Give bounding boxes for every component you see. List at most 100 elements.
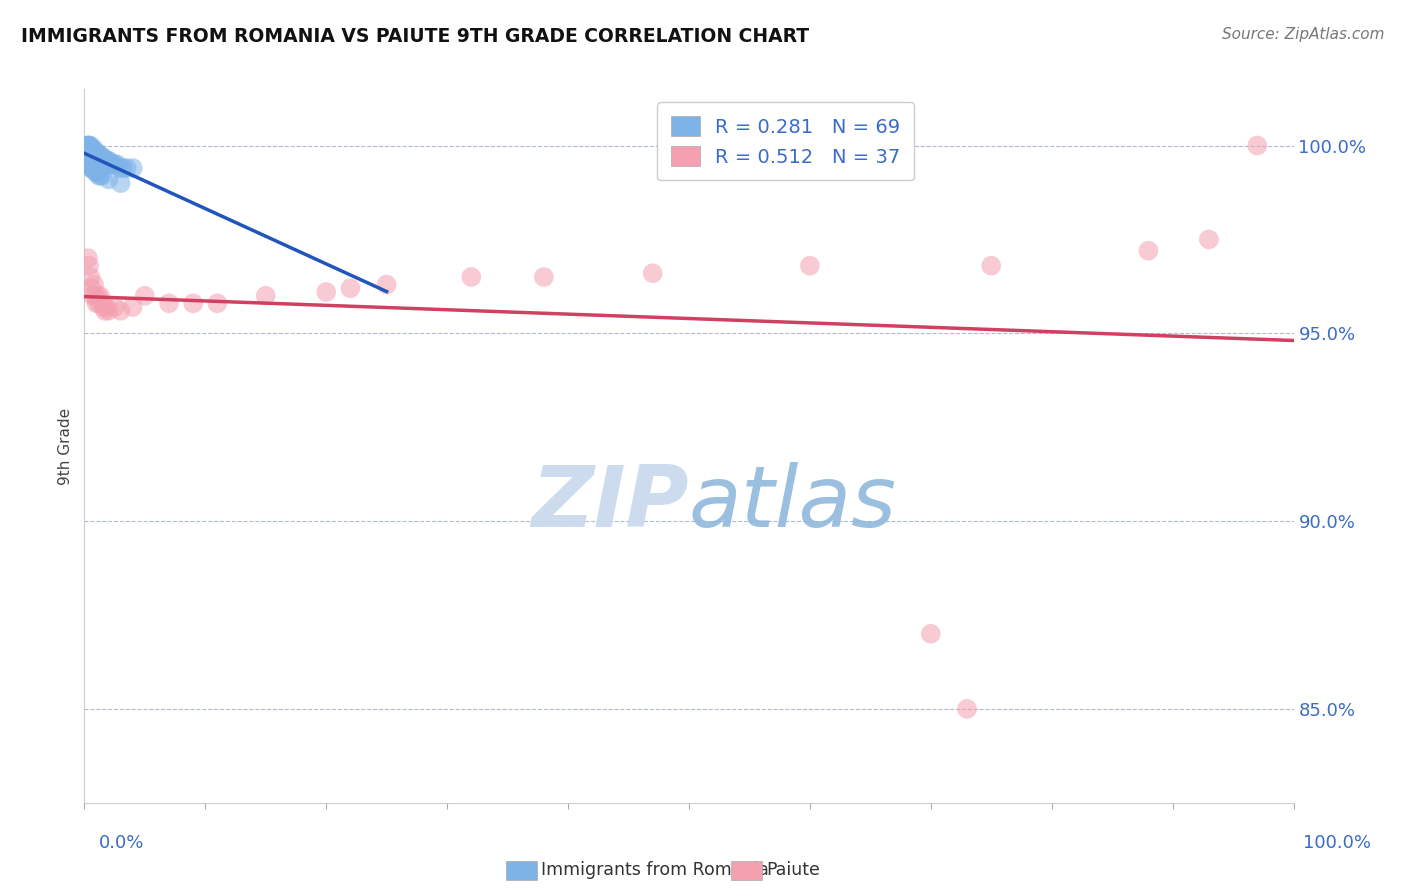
Point [90, 150, 112, 164]
Point [112, 161, 135, 175]
Point [77, 138, 100, 153]
Point [80, 281, 103, 295]
Point [86, 150, 108, 164]
Point [533, 270, 555, 285]
Legend: R = 0.281   N = 69, R = 0.512   N = 37: R = 0.281 N = 69, R = 0.512 N = 37 [657, 103, 914, 180]
Point [93, 300, 115, 314]
Point [105, 157, 128, 171]
Point [84, 165, 107, 179]
Point [87, 150, 110, 164]
Point [79, 146, 101, 161]
Point [84, 146, 107, 161]
Point [339, 281, 361, 295]
Point [94, 153, 117, 168]
Point [956, 702, 979, 716]
Text: ZIP: ZIP [531, 461, 689, 545]
Point [920, 627, 942, 641]
Point [94, 300, 117, 314]
Y-axis label: 9th Grade: 9th Grade [58, 408, 73, 484]
Point [83, 277, 105, 292]
Point [77, 146, 100, 161]
Point [82, 146, 104, 161]
Point [254, 289, 277, 303]
Point [86, 289, 108, 303]
Point [98, 157, 121, 171]
Text: Paiute: Paiute [766, 861, 820, 879]
Point [121, 161, 143, 175]
Point [80, 142, 103, 156]
Point [77, 142, 100, 156]
Point [1137, 244, 1160, 258]
Point [77, 138, 100, 153]
Point [82, 150, 104, 164]
Point [375, 277, 398, 292]
Point [89, 153, 111, 168]
Point [83, 161, 105, 175]
Point [97, 153, 120, 168]
Point [110, 176, 132, 190]
Point [315, 285, 337, 299]
Point [87, 169, 110, 183]
Point [82, 142, 104, 156]
Point [79, 138, 101, 153]
Point [1198, 232, 1220, 246]
Point [75, 142, 97, 156]
Point [83, 150, 105, 164]
Point [91, 150, 114, 164]
Point [86, 153, 108, 168]
Point [91, 296, 114, 310]
Point [121, 300, 143, 314]
Point [76, 157, 98, 171]
Point [89, 289, 111, 303]
Point [157, 296, 180, 310]
Text: Source: ZipAtlas.com: Source: ZipAtlas.com [1222, 27, 1385, 42]
Point [104, 300, 127, 314]
Point [76, 142, 98, 156]
Point [80, 150, 103, 164]
Point [77, 157, 100, 171]
Text: atlas: atlas [689, 461, 897, 545]
Point [86, 296, 108, 310]
Point [460, 270, 482, 285]
Point [96, 153, 118, 168]
Point [97, 172, 120, 186]
Point [79, 270, 101, 285]
Point [77, 251, 100, 265]
Point [80, 161, 103, 175]
Point [89, 169, 111, 183]
Point [77, 142, 100, 156]
Point [104, 157, 127, 171]
Point [83, 146, 105, 161]
Text: IMMIGRANTS FROM ROMANIA VS PAIUTE 9TH GRADE CORRELATION CHART: IMMIGRANTS FROM ROMANIA VS PAIUTE 9TH GR… [21, 27, 810, 45]
Point [75, 153, 97, 168]
Point [87, 153, 110, 168]
Point [100, 157, 122, 171]
Point [77, 146, 100, 161]
Point [799, 259, 821, 273]
Point [134, 289, 156, 303]
Point [83, 142, 105, 156]
Point [82, 289, 104, 303]
Point [82, 161, 104, 175]
Point [94, 303, 117, 318]
Point [87, 296, 110, 310]
Point [91, 153, 114, 168]
Point [181, 296, 204, 310]
Point [77, 157, 100, 171]
Point [1246, 138, 1268, 153]
Point [79, 153, 101, 168]
Point [115, 161, 138, 175]
Point [77, 138, 100, 153]
Point [97, 303, 120, 318]
Text: Immigrants from Romania: Immigrants from Romania [541, 861, 769, 879]
Point [103, 157, 125, 171]
Point [980, 259, 1002, 273]
Point [86, 150, 108, 164]
Point [91, 169, 114, 183]
Point [84, 150, 107, 164]
Point [93, 153, 115, 168]
Text: 100.0%: 100.0% [1303, 834, 1371, 852]
Point [86, 146, 108, 161]
Point [94, 153, 117, 168]
Point [86, 146, 108, 161]
